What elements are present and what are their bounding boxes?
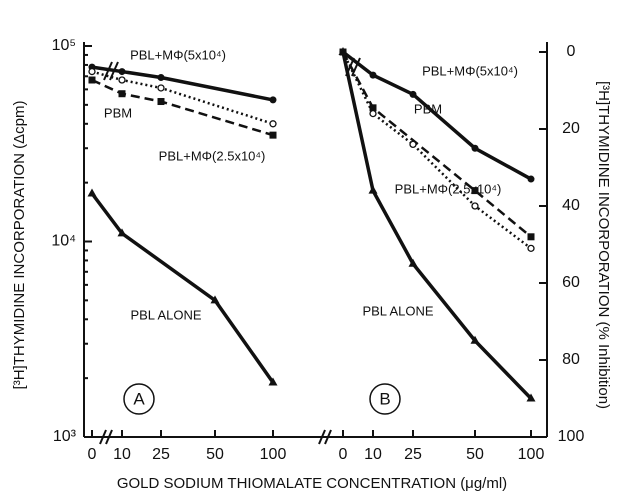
y-axis-title: [³H]THYMIDINE INCORPORATION (Δcpm) [11,101,28,390]
panel-badge [369,383,401,415]
y-tick-label: 100 [558,428,585,445]
y-tick-label: 10⁴ [51,233,76,250]
marker [157,74,165,82]
panel-badge [123,383,155,415]
marker [471,144,479,152]
marker [409,140,417,149]
marker [369,71,377,79]
series-line [90,192,275,384]
x-axis-title: GOLD SODIUM THIOMALATE CONCENTRATION (μg… [117,475,507,492]
x-tick-label: 50 [206,446,224,463]
x-tick-label: 0 [339,446,348,463]
marker [527,244,535,253]
y-tick-label: 40 [562,197,580,214]
series-label: PBM [414,101,442,116]
marker [118,76,126,84]
marker [471,187,479,195]
series-label: PBM [104,105,132,120]
x-tick-label: 10 [364,446,382,463]
y-tick-label: 20 [562,120,580,137]
series-label: PBL+MΦ(5x10⁴) [130,47,226,62]
marker [269,131,277,139]
series-line [341,51,532,238]
x-tick-label: 50 [466,446,484,463]
y-tick-label: 10³ [53,428,77,445]
series-line [91,70,274,125]
marker [157,84,165,92]
series-label: PBL ALONE [362,303,433,318]
marker [527,233,535,241]
series-label: PBL ALONE [130,307,201,322]
axis-breaks [99,57,361,445]
panel-letter: A [133,389,145,408]
x-tick-label: 100 [260,446,287,463]
marker [526,393,536,402]
series-label: PBL+MΦ(2.5x10⁴) [395,181,502,196]
x-tick-label: 100 [518,446,545,463]
marker [118,90,126,98]
marker [118,68,126,76]
x-tick-label: 0 [88,446,97,463]
x-tick-label: 25 [152,446,170,463]
y2-axis-title: [³H]THYMIDINE INCORPORATION (% Inhibitio… [595,81,612,409]
x-tick-label: 10 [113,446,131,463]
y-tick-label: 80 [562,351,580,368]
marker [369,109,377,118]
marker [88,76,96,84]
marker [527,175,535,183]
marker [269,120,277,128]
y-tick-label: 10⁵ [52,37,76,54]
series-line [341,51,532,250]
marker [157,98,165,106]
series-line [91,65,274,102]
x-tick-label: 25 [404,446,422,463]
series-label: PBL+MΦ(2.5x10⁴) [159,148,266,163]
marker [268,377,278,386]
y-tick-label: 60 [562,274,580,291]
marker [338,47,348,55]
marker [409,90,417,98]
marker [470,335,480,344]
y-tick-label: 0 [567,43,576,60]
panel-letter: B [379,389,390,408]
marker [368,185,378,194]
marker [87,188,97,197]
marker [269,96,277,104]
series-label: PBL+MΦ(5x10⁴) [422,63,518,78]
marker [210,295,220,304]
series-line [91,78,274,137]
marker [408,258,418,267]
marker [471,202,479,210]
marker [369,104,377,112]
marker [117,228,127,237]
marker [88,67,96,76]
